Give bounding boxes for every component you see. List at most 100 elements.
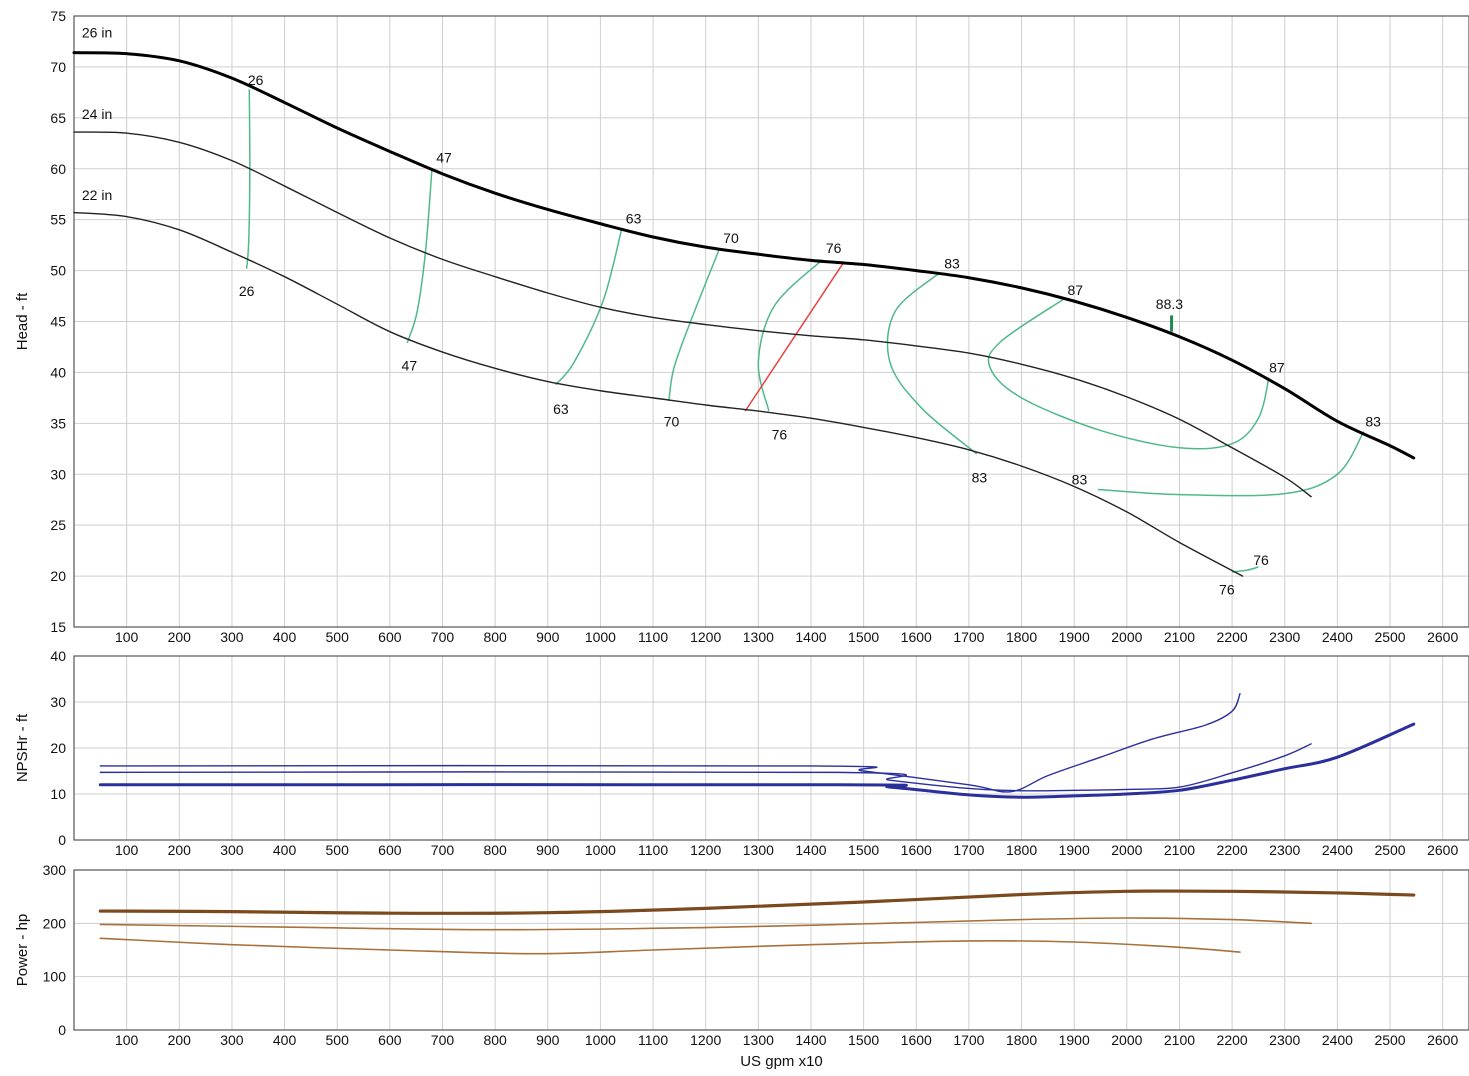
x-tick-label-npshr-1900: 1900 — [1059, 842, 1090, 858]
x-tick-label-npshr-2200: 2200 — [1217, 842, 1248, 858]
y-tick-label-head-75: 75 — [50, 8, 66, 24]
x-tick-label-npshr-2000: 2000 — [1111, 842, 1142, 858]
y-tick-label-head-45: 45 — [50, 314, 66, 330]
efficiency-line-83-7 — [1097, 431, 1365, 497]
x-tick-label-head-700: 700 — [431, 629, 455, 645]
x-tick-label-head-300: 300 — [220, 629, 244, 645]
x-tick-label-head-600: 600 — [378, 629, 402, 645]
series-line-head-22-in — [73, 211, 1244, 577]
efficiency-label-top-76-8: 76 — [1253, 552, 1269, 568]
y-tick-label-head-70: 70 — [50, 59, 66, 75]
curve-label-24-in: 24 in — [82, 106, 112, 122]
x-tick-label-power-2300: 2300 — [1269, 1032, 1300, 1048]
panel-power-grid-horizontal — [74, 869, 1469, 1031]
x-tick-label-npshr-100: 100 — [115, 842, 139, 858]
series-line-power-24-in — [99, 917, 1312, 931]
panel-npshr-frame — [73, 655, 1469, 841]
x-tick-label-npshr-800: 800 — [483, 842, 507, 858]
efficiency-label-top-83-7: 83 — [1072, 471, 1088, 487]
x-tick-label-power-1500: 1500 — [848, 1032, 879, 1048]
x-tick-label-power-700: 700 — [431, 1032, 455, 1048]
panel-npshr-series — [98, 693, 1416, 799]
efficiency-line-70-3 — [668, 249, 720, 402]
panel-power-grid-vertical — [126, 870, 1444, 1030]
x-tick-label-npshr-1300: 1300 — [743, 842, 774, 858]
x-tick-label-head-1100: 1100 — [638, 629, 668, 645]
x-tick-label-npshr-2100: 2100 — [1164, 842, 1195, 858]
y-tick-label-head-25: 25 — [50, 517, 66, 533]
panel-head: 15 20 25 30 35 40 45 50 55 60 65 70 75 100 200 300 400 50… — [14, 8, 1469, 645]
x-tick-label-power-900: 900 — [536, 1032, 560, 1048]
x-tick-label-power-300: 300 — [220, 1032, 244, 1048]
x-tick-label-npshr-1400: 1400 — [795, 842, 826, 858]
x-tick-label-power-600: 600 — [378, 1032, 402, 1048]
panel-power-series — [98, 889, 1416, 955]
x-tick-label-head-100: 100 — [115, 629, 139, 645]
efficiency-label-bottom-83-7: 83 — [1365, 413, 1381, 429]
x-tick-label-power-2100: 2100 — [1164, 1032, 1195, 1048]
x-tick-label-power-100: 100 — [115, 1032, 139, 1048]
x-tick-label-npshr-400: 400 — [273, 842, 297, 858]
y-axis-label-power: Power - hp — [14, 914, 31, 987]
y-tick-label-head-35: 35 — [50, 415, 66, 431]
x-tick-label-head-2300: 2300 — [1269, 629, 1300, 645]
series-line-npshr-22-in — [99, 693, 1241, 793]
y-tick-label-npshr-20: 20 — [50, 740, 66, 756]
x-tick-label-npshr-1800: 1800 — [1006, 842, 1037, 858]
x-tick-label-power-1800: 1800 — [1006, 1032, 1037, 1048]
x-tick-label-power-200: 200 — [168, 1032, 192, 1048]
x-tick-label-head-800: 800 — [483, 629, 507, 645]
y-tick-label-npshr-0: 0 — [58, 832, 66, 848]
efficiency-label-top-83-5: 83 — [944, 255, 960, 271]
x-tick-label-head-1600: 1600 — [901, 629, 932, 645]
x-tick-label-power-1000: 1000 — [585, 1032, 616, 1048]
series-line-power-22-in — [99, 937, 1241, 955]
x-tick-label-head-2400: 2400 — [1322, 629, 1353, 645]
x-tick-label-power-1600: 1600 — [901, 1032, 932, 1048]
x-tick-label-power-1100: 1100 — [638, 1032, 668, 1048]
x-tick-label-power-400: 400 — [273, 1032, 297, 1048]
x-tick-label-npshr-1200: 1200 — [690, 842, 721, 858]
x-tick-label-power-2500: 2500 — [1374, 1032, 1405, 1048]
x-tick-label-power-500: 500 — [326, 1032, 350, 1048]
y-tick-label-npshr-40: 40 — [50, 648, 66, 664]
curve-label-22-in: 22 in — [82, 187, 112, 203]
efficiency-label-top-70-3: 70 — [723, 230, 739, 246]
x-tick-label-power-2600: 2600 — [1427, 1032, 1458, 1048]
series-line-npshr-24-in — [99, 743, 1312, 792]
x-tick-label-npshr-1600: 1600 — [901, 842, 932, 858]
series-line-power-26-in — [98, 889, 1416, 915]
efficiency-label-top-87-6: 87 — [1067, 282, 1083, 298]
efficiency-label-top-47-1: 47 — [436, 150, 452, 166]
x-tick-label-npshr-300: 300 — [220, 842, 244, 858]
panel-power-frame — [73, 869, 1469, 1031]
x-tick-label-head-1300: 1300 — [743, 629, 774, 645]
efficiency-label-bottom-76-4: 76 — [772, 427, 788, 443]
x-tick-label-npshr-600: 600 — [378, 842, 402, 858]
y-tick-label-head-30: 30 — [50, 466, 66, 482]
bep-label: 88.3 — [1156, 296, 1183, 312]
x-tick-label-power-1400: 1400 — [795, 1032, 826, 1048]
panel-npshr: 0 10 20 30 40 100 200 300 400 500 600 700 800 900 1000… — [14, 648, 1469, 858]
efficiency-line-26-0 — [245, 89, 251, 269]
x-tick-label-npshr-1700: 1700 — [953, 842, 984, 858]
x-tick-label-head-1400: 1400 — [795, 629, 826, 645]
panel-npshr-grid-horizontal — [74, 655, 1469, 841]
panel-head-frame — [73, 15, 1469, 628]
y-tick-label-head-55: 55 — [50, 212, 66, 228]
x-tick-label-power-1300: 1300 — [743, 1032, 774, 1048]
x-tick-label-head-500: 500 — [326, 629, 350, 645]
efficiency-line-83-5 — [886, 272, 978, 455]
x-axis-label: US gpm x10 — [740, 1053, 823, 1070]
efficiency-label-top-63-2: 63 — [626, 211, 642, 227]
efficiency-lines: 26 26 47 47 63 63 70 70 76 76 83 83 87 87 83 83 76 76 — [239, 72, 1381, 597]
x-tick-label-head-2100: 2100 — [1164, 629, 1195, 645]
y-tick-label-head-40: 40 — [50, 364, 66, 380]
y-axis-label-head: Head - ft — [14, 292, 31, 350]
y-tick-label-power-100: 100 — [43, 969, 67, 985]
x-tick-label-head-1800: 1800 — [1006, 629, 1037, 645]
x-tick-label-head-2000: 2000 — [1111, 629, 1142, 645]
efficiency-label-bottom-76-8: 76 — [1219, 581, 1235, 597]
